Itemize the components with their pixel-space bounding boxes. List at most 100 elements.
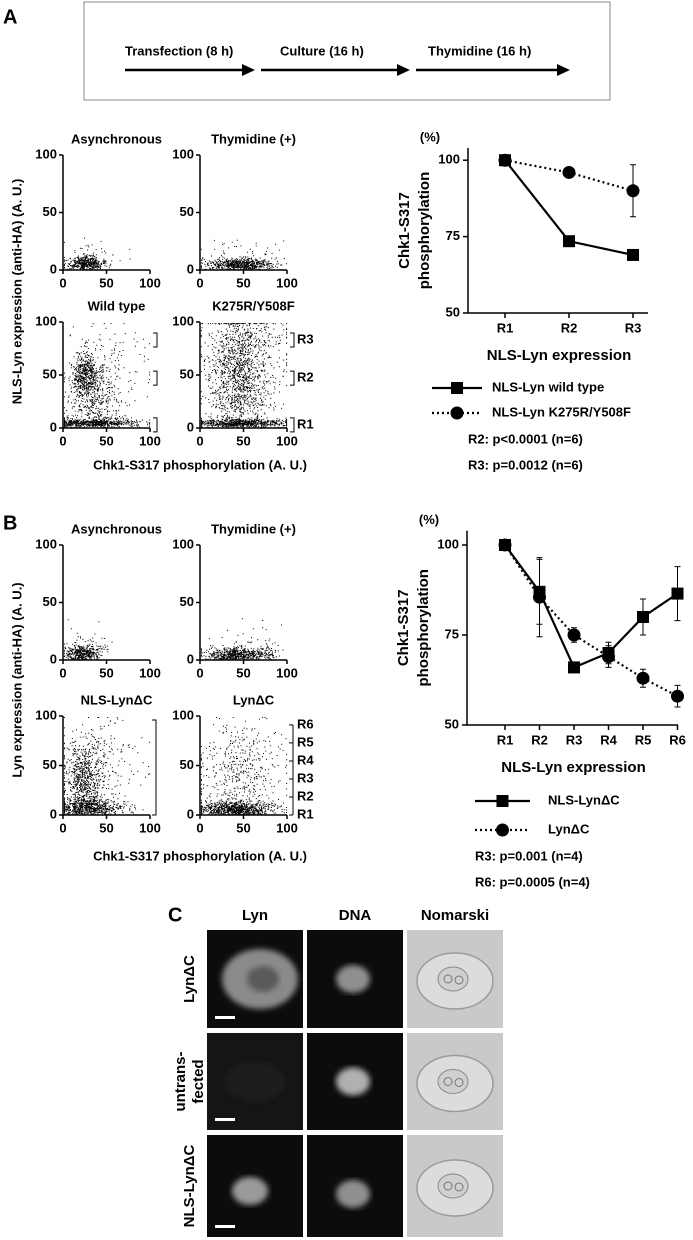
marker (562, 165, 576, 179)
x-tick-label: R1 (497, 320, 514, 335)
timeline-step: Thymidine (16 h) (428, 43, 531, 58)
marker (563, 235, 575, 248)
x-tick-label: 100 (139, 275, 161, 290)
y-tick-label: 50 (180, 594, 194, 609)
annotation: R3: p=0.001 (n=4) (475, 848, 583, 863)
nucleolus (443, 974, 453, 984)
marker (568, 661, 580, 674)
y-tick-label: 50 (180, 366, 194, 381)
y-axis-title: NLS-Lyn expression (anti-HA) (A. U.) (9, 179, 24, 405)
x-tick-label: 50 (99, 665, 113, 680)
marker (498, 153, 512, 167)
y-tick-label: 50 (180, 204, 194, 219)
micrograph (407, 930, 503, 1028)
nucleolus (454, 1078, 464, 1087)
x-tick-label: R5 (635, 732, 652, 747)
region-bracket (152, 719, 157, 816)
region-bracket (289, 760, 294, 780)
legend-label: NLS-LynΔC (548, 792, 620, 807)
region-label: R3 (297, 331, 314, 346)
x-tick-label: 50 (236, 433, 250, 448)
y-tick-label: 0 (50, 419, 57, 434)
nucleolus (454, 1182, 464, 1192)
row-label: untrans- (172, 1051, 189, 1111)
region-bracket (289, 742, 294, 762)
x-tick-label: 50 (236, 665, 250, 680)
region-bracket (289, 724, 294, 744)
nucleus (336, 965, 370, 993)
y-tick-label: 100 (35, 707, 57, 722)
region-label: R2 (297, 788, 314, 803)
region-bracket (153, 370, 158, 386)
x-tick-label: 100 (139, 433, 161, 448)
legend-label: NLS-Lyn wild type (492, 379, 604, 394)
x-tick-label: 0 (59, 665, 66, 680)
y-axis-title: Lyn expression (anti-HA) (A. U.) (9, 582, 24, 777)
scale-bar (215, 1225, 235, 1228)
annotation: R6: p=0.0005 (n=4) (475, 874, 590, 889)
column-header: Nomarski (421, 907, 489, 924)
x-tick-label: R2 (531, 732, 548, 747)
y-axis-title: phosphorylation (416, 172, 433, 290)
timeline-step: Culture (16 h) (280, 43, 364, 58)
micrograph (307, 930, 403, 1028)
micrograph (207, 1033, 303, 1130)
x-tick-label: R3 (625, 320, 642, 335)
micrograph (407, 1135, 503, 1237)
region-label: R4 (297, 752, 314, 767)
dot-cloud (63, 237, 131, 271)
x-tick-label: 100 (139, 820, 161, 835)
plot-title: K275R/Y508F (212, 298, 294, 313)
legend-marker (496, 823, 509, 837)
dot-cloud (200, 618, 284, 661)
x-tick-label: 50 (99, 433, 113, 448)
x-tick-label: R4 (600, 732, 617, 747)
region-label: R5 (297, 734, 314, 749)
x-tick-label: 0 (59, 820, 66, 835)
nucleus (232, 1177, 268, 1205)
unit-label: (%) (419, 512, 439, 527)
x-tick-label: R1 (497, 732, 514, 747)
x-tick-label: 100 (276, 665, 298, 680)
y-tick-label: 0 (50, 261, 57, 276)
marker (602, 650, 615, 664)
y-tick-label: 100 (172, 146, 194, 161)
dot-cloud (200, 239, 288, 271)
x-axis-title: Chk1-S317 phosphorylation (A. U.) (93, 457, 307, 472)
marker (671, 689, 684, 703)
y-axis-title: Chk1-S317 (395, 589, 412, 666)
region-label: R1 (297, 416, 314, 431)
micrograph (207, 930, 303, 1028)
plot-title: LynΔC (233, 692, 275, 707)
nucleolus (443, 1077, 453, 1086)
x-tick-label: R3 (566, 732, 583, 747)
y-tick-label: 50 (446, 304, 460, 319)
x-tick-label: R6 (669, 732, 686, 747)
y-tick-label: 0 (187, 419, 194, 434)
micrograph (307, 1135, 403, 1237)
micrograph (207, 1135, 303, 1237)
marker (637, 611, 649, 623)
row-label: NLS-LynΔC (181, 1144, 198, 1227)
cell (247, 966, 279, 992)
y-tick-label: 75 (445, 626, 459, 641)
y-tick-label: 100 (437, 536, 459, 551)
region-bracket (290, 370, 295, 386)
micrograph (307, 1033, 403, 1130)
nucleus (437, 1069, 469, 1094)
series-line (504, 544, 679, 698)
x-axis-title: NLS-Lyn expression (501, 759, 645, 776)
plot-title: Thymidine (+) (211, 521, 296, 536)
region-label: R1 (297, 806, 314, 821)
dot-cloud (63, 717, 151, 816)
panel-label: C (168, 904, 182, 926)
x-tick-label: 50 (236, 275, 250, 290)
marker (671, 587, 684, 600)
y-tick-label: 100 (172, 313, 194, 328)
nucleolus (443, 1181, 453, 1191)
region-bracket (153, 332, 158, 348)
plot-title: NLS-LynΔC (81, 692, 153, 707)
unit-label: (%) (420, 129, 440, 144)
y-tick-label: 100 (35, 146, 57, 161)
